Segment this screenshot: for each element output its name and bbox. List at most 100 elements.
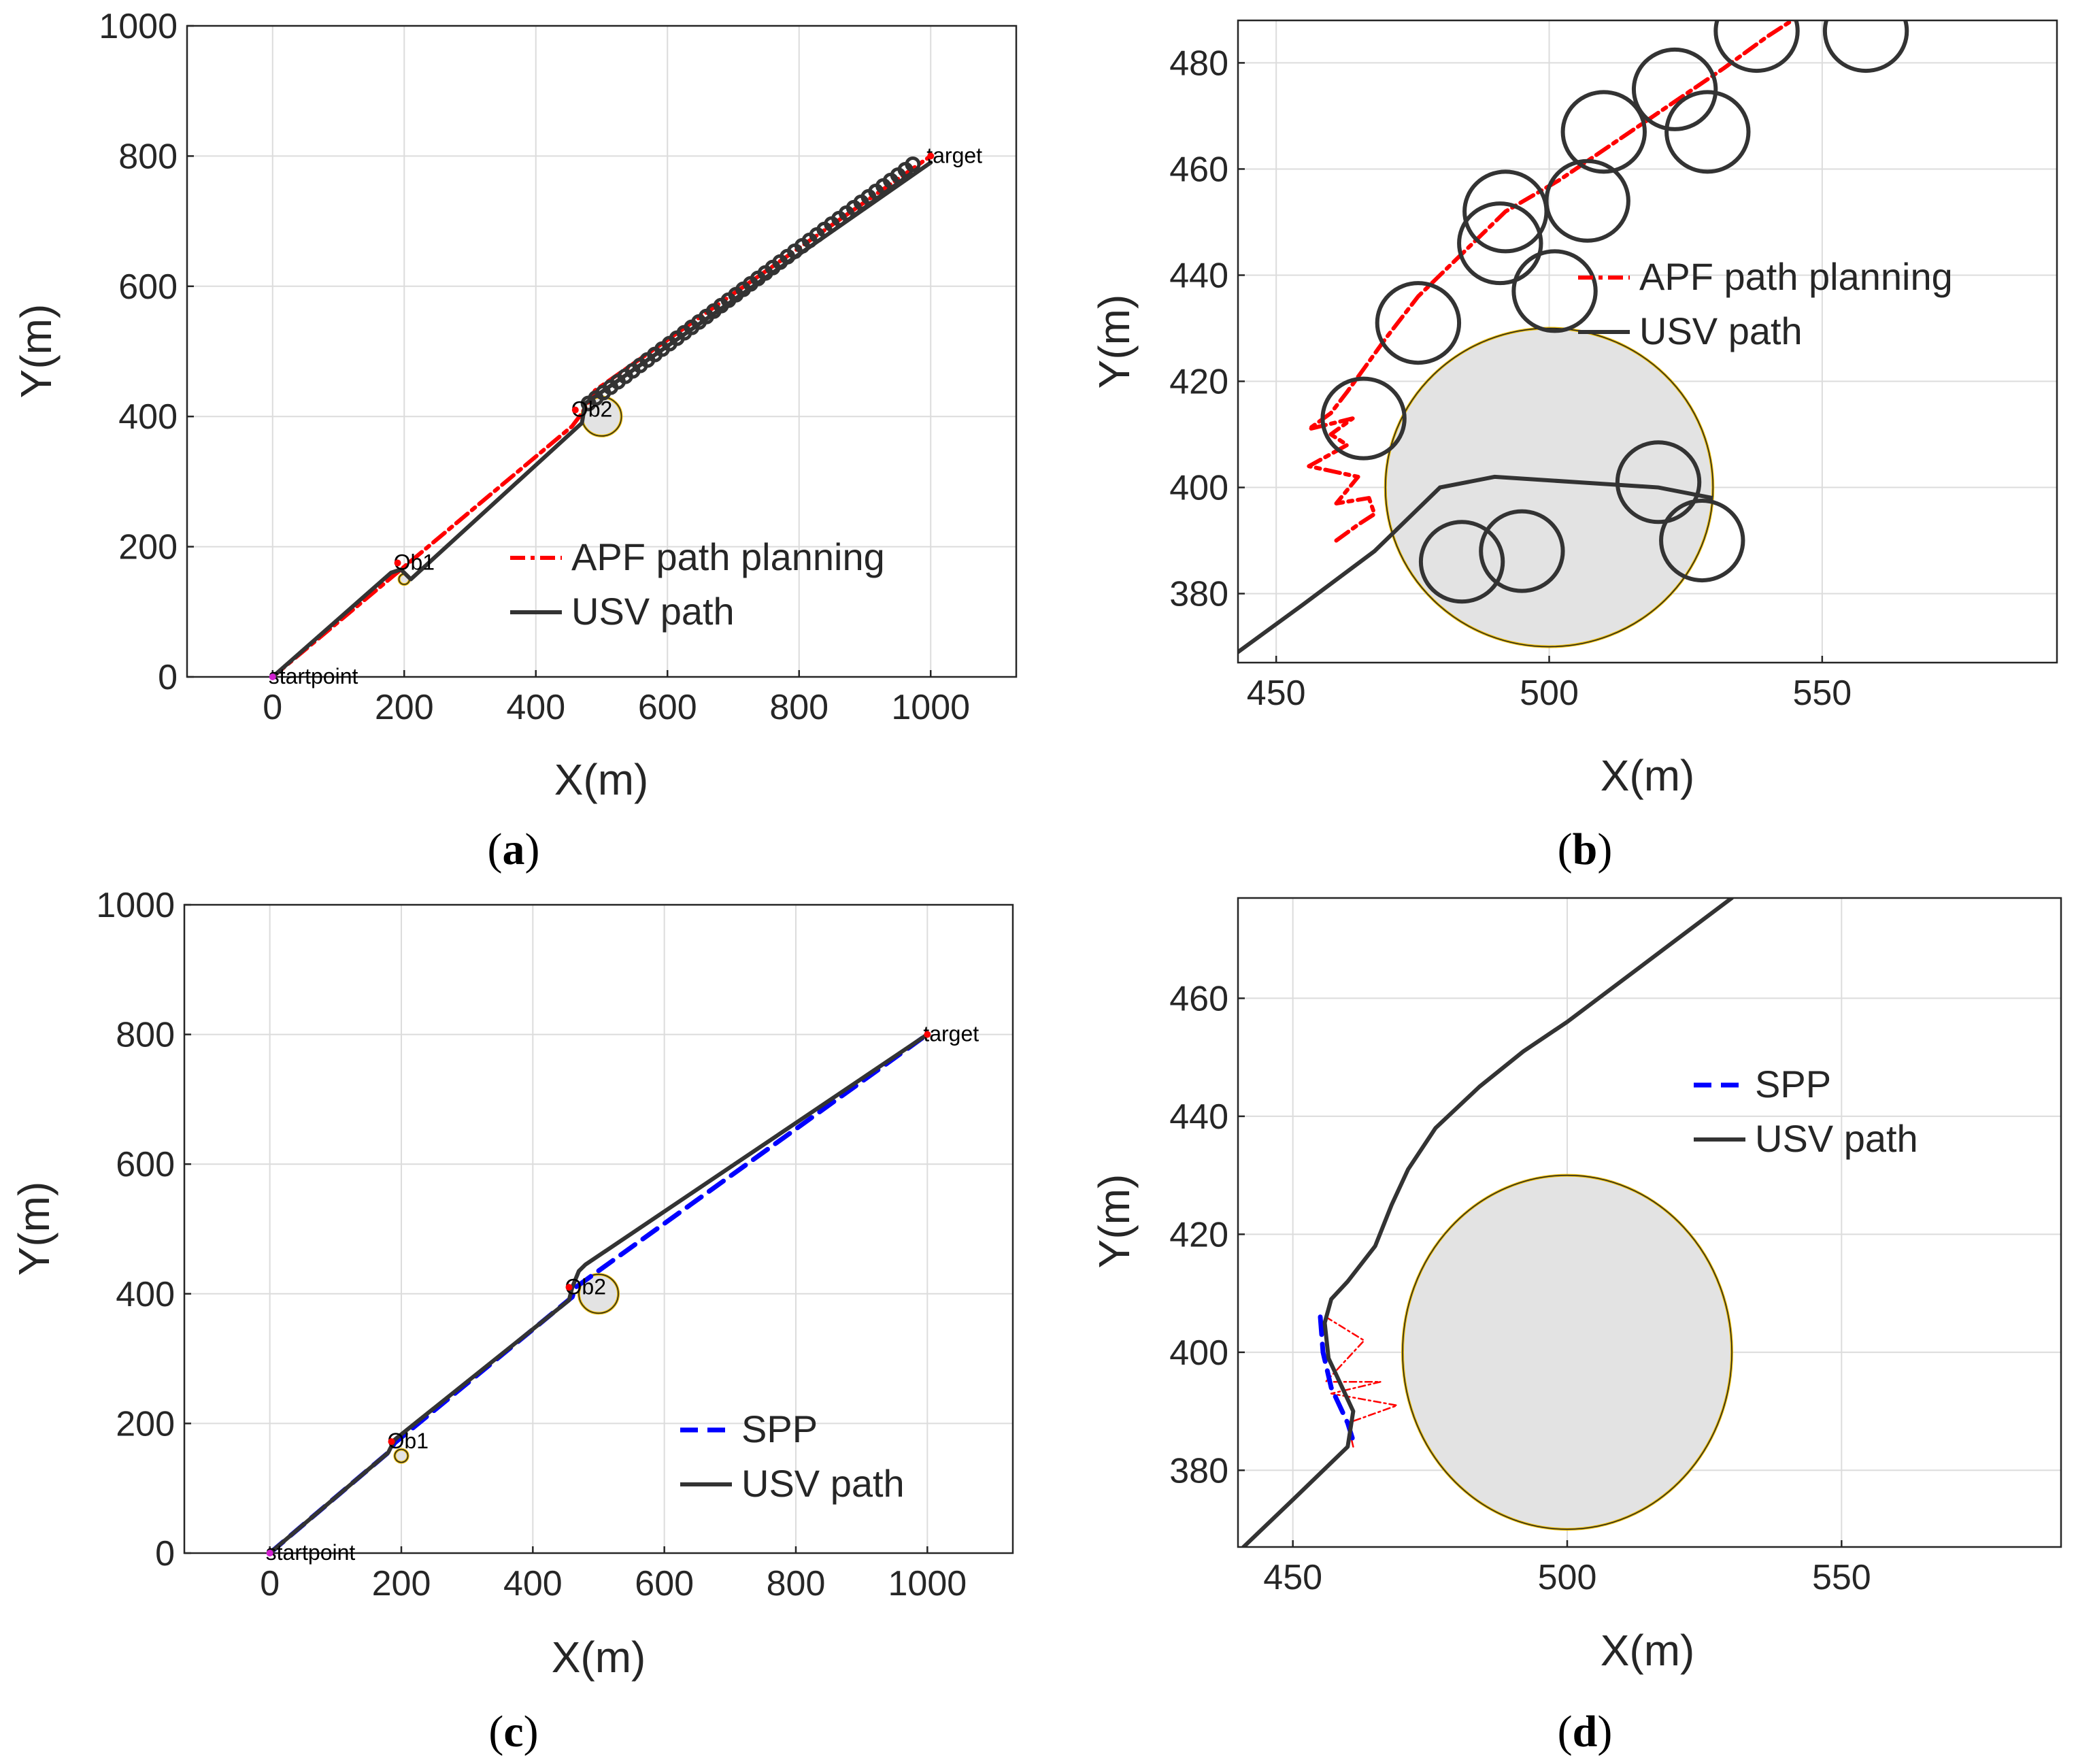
panel-a-caption-letter: a [503, 825, 525, 874]
x-tick-label: 550 [1812, 1558, 1871, 1597]
series-apf-line [1307, 20, 1796, 543]
annotation-label: startpoint [266, 1540, 356, 1565]
y-tick-label: 200 [116, 1404, 175, 1444]
x-tick-label: 800 [767, 1564, 826, 1603]
panel-a-xlabel: X(m) [554, 755, 649, 804]
x-tick-label: 0 [263, 688, 282, 727]
y-tick-label: 1000 [96, 886, 175, 925]
panel-a-caption: (a) [488, 825, 540, 874]
y-tick-label: 420 [1169, 1215, 1228, 1254]
annotation-marker [565, 1284, 573, 1291]
x-tick-label: 500 [1520, 673, 1579, 713]
obstacle-circle [1401, 1174, 1733, 1531]
annotation-label: target [926, 143, 982, 167]
usv-loop [1659, 499, 1745, 583]
x-tick-label: 500 [1538, 1558, 1597, 1597]
y-tick-label: 440 [1169, 1097, 1228, 1137]
usv-crossing-path [1394, 474, 1713, 532]
panel-c-xlabel: X(m) [552, 1633, 646, 1682]
panel-d-ylabel: Y(m) [1090, 1174, 1139, 1269]
x-tick-label: 450 [1263, 1558, 1322, 1597]
annotation-marker [924, 1031, 931, 1038]
series-apf-line [1324, 1316, 1399, 1448]
y-tick-label: 400 [1169, 469, 1228, 508]
panel-d-caption: (d) [1558, 1707, 1613, 1757]
y-tick-label: 460 [1169, 979, 1228, 1018]
panel-d-caption-letter: d [1573, 1707, 1598, 1757]
x-tick-label: 0 [260, 1564, 280, 1603]
annotation-marker [571, 406, 579, 414]
usv-loop [1631, 47, 1718, 131]
usv-loop [1457, 201, 1543, 286]
annotation-marker [927, 152, 935, 160]
y-tick-label: 400 [1169, 1333, 1228, 1373]
panel-b-caption-letter: b [1573, 825, 1598, 874]
panel-d-xlabel: X(m) [1601, 1626, 1695, 1675]
x-tick-label: 1000 [891, 688, 970, 727]
usv-loop [1479, 509, 1565, 593]
annotation-label: target [923, 1022, 979, 1046]
series-usv-line [1238, 528, 1399, 654]
usv-loop [1375, 281, 1462, 365]
y-tick-label: 400 [118, 397, 178, 437]
legend-label: USV path [741, 1462, 905, 1505]
series-usv-line [1241, 898, 1734, 1547]
legend-label: APF path planning [571, 535, 885, 578]
annotation-marker [388, 1438, 395, 1446]
obstacle-outline [394, 1448, 409, 1463]
y-tick-label: 0 [155, 1534, 175, 1574]
y-tick-label: 600 [116, 1145, 175, 1184]
usv-loop [1713, 20, 1800, 73]
x-tick-label: 200 [372, 1564, 431, 1603]
x-tick-label: 1000 [888, 1564, 967, 1603]
legend-label: APF path planning [1639, 255, 1953, 298]
usv-loop [1615, 440, 1702, 525]
usv-loop [1511, 249, 1598, 333]
annotation-marker [269, 673, 276, 680]
y-tick-label: 1000 [99, 7, 178, 46]
y-tick-label: 200 [118, 528, 178, 567]
panel-b-xlabel: X(m) [1601, 751, 1695, 800]
panel-b: 450 500 550 380 400 420 440 460 480 X(m) Y(m) AP… [1090, 19, 2058, 874]
x-tick-label: 600 [635, 1564, 694, 1603]
y-tick-label: 400 [116, 1275, 175, 1314]
obstacle-outline [1384, 327, 1714, 648]
panel-d: 450 500 550 380 400 420 440 460 X(m) Y(m) SPP US… [1090, 897, 2062, 1757]
y-tick-label: 460 [1169, 150, 1228, 189]
series-usv-line [270, 161, 933, 677]
annotation-marker [394, 559, 401, 567]
x-tick-label: 450 [1247, 673, 1306, 713]
y-tick-label: 420 [1169, 363, 1228, 402]
panel-c-ylabel: Y(m) [10, 1182, 58, 1276]
y-tick-label: 380 [1169, 575, 1228, 614]
usv-loop [1822, 20, 1909, 73]
annotation-marker [266, 1550, 273, 1557]
legend-label: USV path [1755, 1117, 1918, 1160]
legend-label: USV path [1639, 310, 1803, 352]
panel-c-caption: (c) [488, 1707, 538, 1757]
panel-a-ylabel: Y(m) [12, 304, 61, 399]
legend-label: USV path [571, 590, 735, 633]
legend-label: SPP [1755, 1063, 1831, 1105]
series-usv-line [267, 1032, 930, 1553]
x-tick-label: 600 [638, 688, 697, 727]
y-tick-label: 800 [118, 137, 178, 176]
x-tick-label: 200 [375, 688, 434, 727]
usv-loop [1560, 90, 1647, 174]
usv-loop [1544, 159, 1630, 243]
loop-marker [905, 156, 921, 172]
y-tick-label: 800 [116, 1016, 175, 1055]
x-tick-label: 800 [769, 688, 828, 727]
legend-label: SPP [741, 1408, 818, 1450]
obstacle-outline [578, 1274, 619, 1314]
y-tick-label: 440 [1169, 256, 1228, 295]
panel-b-ylabel: Y(m) [1090, 295, 1139, 389]
x-tick-label: 550 [1792, 673, 1852, 713]
usv-loop [1320, 376, 1407, 461]
x-tick-label: 400 [506, 688, 565, 727]
x-tick-label: 400 [503, 1564, 563, 1603]
usv-loop [1664, 90, 1751, 174]
